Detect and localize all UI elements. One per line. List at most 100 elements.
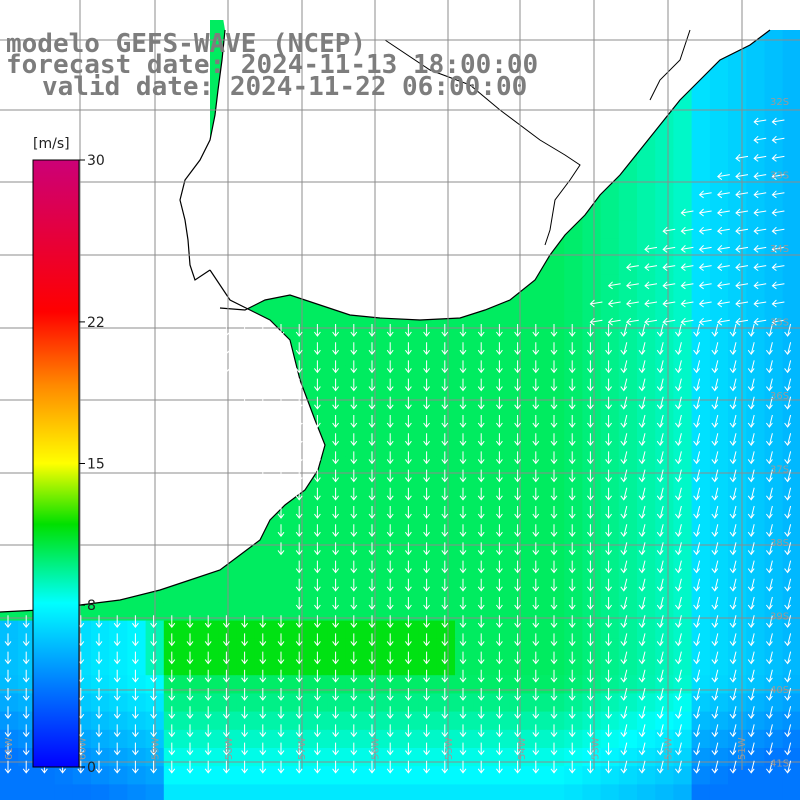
field-cell [455, 384, 474, 403]
wind-arrow [784, 760, 792, 774]
wind-arrow [620, 651, 628, 665]
field-cell [364, 657, 383, 676]
field-cell [655, 511, 674, 531]
wind-arrow [477, 360, 485, 374]
field-cell [91, 784, 110, 804]
field-cell [655, 147, 674, 167]
field-cell [273, 657, 292, 676]
wind-arrow [295, 560, 303, 574]
field-cell [600, 748, 620, 767]
field-cell [327, 784, 347, 804]
wind-arrow [386, 688, 394, 701]
field-cell [600, 256, 620, 276]
field-cell [728, 402, 747, 421]
field-cell [400, 438, 420, 458]
field-cell [600, 602, 620, 622]
wind-arrow [295, 433, 303, 447]
wind-arrow [680, 299, 694, 308]
field-cell [546, 602, 565, 622]
wind-arrow [729, 487, 737, 501]
wind-arrow [587, 433, 594, 447]
field-cell [746, 402, 765, 421]
field-cell [109, 657, 128, 676]
wind-arrow [698, 190, 712, 199]
field-cell [637, 438, 656, 458]
wind-arrow [735, 172, 749, 180]
field-cell [163, 784, 183, 804]
field-cell [527, 748, 547, 767]
field-cell [655, 784, 674, 804]
field-cell [400, 347, 420, 367]
wind-arrow [113, 615, 121, 629]
wind-arrow [277, 415, 285, 428]
wind-arrow [550, 724, 558, 738]
field-cell [309, 493, 329, 512]
field-cell [182, 748, 201, 767]
wind-arrow [514, 760, 521, 774]
wind-arrow [368, 578, 376, 592]
wind-arrow [766, 706, 773, 720]
wind-arrow [441, 524, 449, 538]
wind-arrow [405, 724, 412, 738]
wind-arrow [459, 724, 467, 738]
field-cell [582, 420, 602, 440]
wind-arrow [350, 760, 358, 774]
field-cell [109, 729, 128, 749]
field-cell [327, 748, 347, 767]
field-cell [709, 602, 729, 622]
field-cell [782, 220, 800, 239]
field-cell [182, 657, 201, 676]
wind-arrow [620, 487, 628, 501]
wind-arrow [607, 299, 621, 308]
wind-arrow [332, 560, 339, 574]
wind-arrow [656, 724, 664, 738]
wind-arrow [735, 281, 749, 290]
wind-arrow [693, 487, 701, 501]
wind-arrow [766, 633, 773, 647]
wind-arrow [698, 263, 712, 271]
wind-arrow [729, 596, 737, 610]
field-cell [273, 566, 292, 585]
field-cell [527, 547, 547, 567]
field-cell [400, 511, 420, 531]
field-cell [291, 493, 310, 512]
field-cell [527, 675, 547, 694]
wind-arrow [693, 687, 701, 701]
field-cell [309, 748, 329, 767]
field-cell [782, 675, 800, 694]
wind-arrow [532, 506, 540, 519]
wind-arrow [693, 505, 701, 519]
field-cell [618, 511, 638, 531]
wind-arrow [332, 524, 339, 538]
wind-arrow [459, 378, 467, 392]
wind-arrow [277, 669, 285, 683]
field-cell [491, 347, 511, 367]
wind-arrow [477, 724, 485, 738]
field-cell [109, 784, 128, 804]
field-cell [655, 693, 674, 713]
wind-arrow [784, 724, 792, 738]
wind-arrow [22, 615, 30, 629]
field-cell [291, 675, 310, 694]
field-cell [327, 620, 347, 640]
field-cell [728, 365, 747, 385]
latitude-label: 36S [770, 391, 789, 402]
wind-arrow [295, 742, 303, 756]
field-cell [782, 165, 800, 185]
wind-arrow [314, 342, 321, 356]
field-cell [746, 493, 765, 512]
field-cell [436, 420, 456, 440]
field-cell [746, 675, 765, 694]
wind-arrow [423, 542, 430, 556]
field-cell [673, 147, 693, 167]
field-cell [673, 766, 693, 785]
field-cell [618, 547, 638, 567]
wind-arrow [550, 451, 558, 465]
field-cell [455, 657, 474, 676]
field-cell [509, 384, 529, 403]
field-cell [673, 657, 693, 676]
field-cell [509, 657, 529, 676]
field-cell [400, 693, 420, 713]
wind-arrow [423, 524, 430, 538]
wind-arrow [496, 524, 503, 538]
